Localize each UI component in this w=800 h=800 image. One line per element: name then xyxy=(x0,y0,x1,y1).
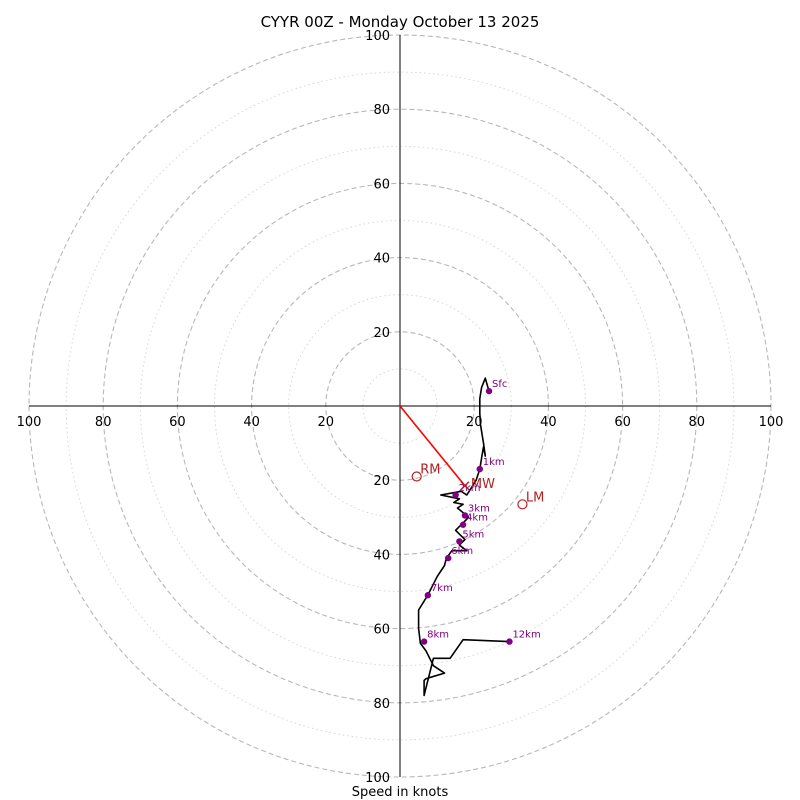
height-label: Sfc xyxy=(492,379,507,390)
y-tick-label: 80 xyxy=(373,103,390,118)
height-label: 8km xyxy=(427,630,449,641)
height-marker xyxy=(461,512,469,519)
chart-title: CYYR 00Z - Monday October 13 2025 xyxy=(261,13,540,31)
mw-marker xyxy=(460,481,470,491)
height-marker xyxy=(459,521,467,528)
height-label: 4km xyxy=(466,513,488,524)
mean-wind-vector xyxy=(399,405,466,487)
height-label: 7km xyxy=(431,583,453,594)
height-marker xyxy=(506,638,513,645)
rm-marker xyxy=(411,471,422,482)
x-tick-label: 40 xyxy=(540,415,557,430)
height-marker xyxy=(420,638,428,645)
x-axis-label: Speed in knots xyxy=(352,785,449,800)
x-tick-label: 100 xyxy=(17,415,42,430)
height-marker xyxy=(424,592,432,599)
y-tick-label: 40 xyxy=(373,252,390,267)
wind-profile-line xyxy=(417,377,510,697)
height-label: 1km xyxy=(483,457,505,468)
height-marker xyxy=(456,538,463,545)
height-marker xyxy=(476,465,483,473)
y-tick-label: 20 xyxy=(373,474,390,489)
x-tick-label: 60 xyxy=(614,415,631,430)
y-tick-label: 60 xyxy=(373,623,390,638)
y-tick-label: 20 xyxy=(373,326,390,341)
height-marker xyxy=(445,554,452,562)
y-tick-label: 80 xyxy=(373,697,390,712)
height-marker xyxy=(452,491,459,499)
y-tick-label: 60 xyxy=(373,177,390,192)
x-tick-label: 20 xyxy=(318,415,335,430)
y-tick-label: 40 xyxy=(373,548,390,563)
rm-label: RM xyxy=(420,462,440,477)
height-label: 3km xyxy=(468,503,490,514)
height-label: 12km xyxy=(512,630,540,641)
x-tick-label: 80 xyxy=(689,415,706,430)
x-tick-label: 60 xyxy=(169,415,186,430)
lm-label: LM xyxy=(526,490,544,505)
x-tick-label: 80 xyxy=(95,415,112,430)
lm-marker xyxy=(517,499,528,510)
height-marker xyxy=(485,387,493,395)
height-label: 6km xyxy=(451,546,473,557)
storm-motion-markers: RM LM MW xyxy=(411,462,544,510)
x-tick-label: 40 xyxy=(243,415,260,430)
x-tick-label: 20 xyxy=(466,415,483,430)
height-label: 5km xyxy=(462,529,484,540)
y-tick-label: 100 xyxy=(365,29,390,44)
mw-label: MW xyxy=(471,477,495,492)
x-tick-label: 100 xyxy=(759,415,784,430)
tick-labels: 100 80 60 40 20 20 40 60 80 100 100 80 60 40 20 20 40 60 8… xyxy=(17,29,784,786)
height-label: 2km xyxy=(459,483,481,494)
y-tick-label: 100 xyxy=(365,771,390,786)
